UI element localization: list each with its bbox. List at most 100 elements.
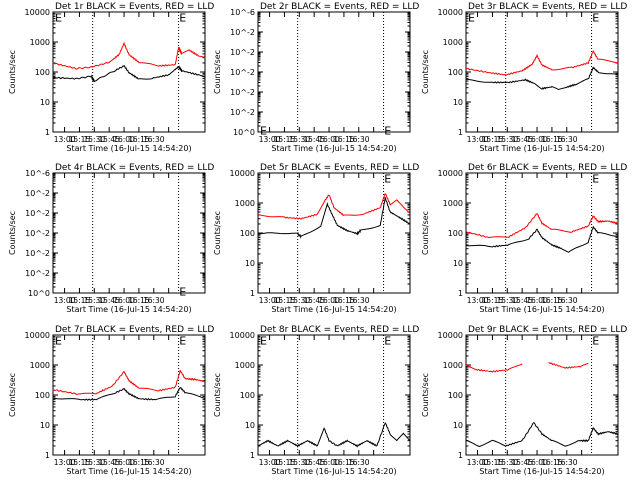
x-tick-label: 16:30: [143, 135, 165, 144]
plot-frame: [465, 334, 619, 456]
x-axis-label: Start Time (16-Jul-15 14:54:20): [271, 305, 396, 314]
series-line: [257, 421, 411, 448]
x-tick-label: 16:15: [541, 135, 563, 144]
x-tick-label: 13:00: [467, 458, 489, 467]
y-tick-label: 10^-2: [25, 209, 50, 218]
x-tick-label: 15:30: [83, 135, 105, 144]
y-tick-label: 10^-6: [230, 8, 255, 17]
y-tick-label: 1: [458, 289, 463, 298]
y-tick-label: 10^-6: [25, 169, 50, 178]
event-marker-label: E: [468, 12, 475, 25]
x-tick-label: 16:00: [526, 135, 548, 144]
x-axis-label: Start Time (16-Jul-15 14:54:20): [271, 144, 396, 153]
x-tick-label: 13:00: [259, 458, 281, 467]
event-marker-label: E: [55, 12, 62, 25]
y-axis-label: Counts/sec: [8, 373, 17, 417]
x-tick-label: 16:30: [348, 135, 370, 144]
x-tick-label: 15:45: [98, 296, 120, 305]
y-tick-label: 10000: [438, 169, 463, 178]
y-tick-label: 1: [250, 451, 255, 460]
chart-title: Det 7r BLACK = Events, RED = LLD: [55, 325, 214, 335]
x-tick-label: 16:00: [113, 135, 135, 144]
y-tick-label: 10: [453, 421, 463, 430]
chart-panel: Det 5r BLACK = Events, RED = LLD 1 10 100 10…: [213, 163, 419, 314]
x-tick-label: 15:15: [482, 296, 504, 305]
chart-panel: Det 8r BLACK = Events, RED = LLD 1 10 100 10…: [213, 325, 419, 476]
x-tick-label: 15:45: [303, 296, 325, 305]
series-line: [52, 386, 206, 401]
x-tick-label: 15:45: [98, 458, 120, 467]
x-tick-label: 15:45: [303, 135, 325, 144]
plot-frame: [52, 334, 206, 456]
chart-title: Det 2r BLACK = Events, RED = LLD: [260, 2, 419, 12]
x-tick-label: 13:00: [259, 296, 281, 305]
y-axis-label: Counts/sec: [213, 50, 222, 94]
event-marker-label: E: [384, 173, 391, 186]
chart-title: Det 4r BLACK = Events, RED = LLD: [55, 163, 214, 173]
x-axis-label: Start Time (16-Jul-15 14:54:20): [66, 305, 191, 314]
y-tick-label: 10000: [438, 331, 463, 340]
x-tick-label: 15:30: [496, 458, 518, 467]
y-axis-label: Counts/sec: [8, 211, 17, 255]
x-tick-label: 15:30: [496, 135, 518, 144]
y-tick-label: 10^0: [233, 128, 255, 137]
y-tick-label: 10000: [438, 8, 463, 17]
x-axis-label: Start Time (16-Jul-15 14:54:20): [66, 467, 191, 476]
event-marker-label: E: [592, 12, 599, 25]
x-tick-label: 15:30: [83, 458, 105, 467]
chart-panel: Det 6r BLACK = Events, RED = LLD 1 10 100 10…: [421, 163, 627, 314]
y-tick-label: 100: [35, 391, 50, 400]
y-tick-label: 10^-2: [230, 68, 255, 77]
x-tick-label: 16:30: [556, 296, 578, 305]
y-axis-label: Counts/sec: [421, 211, 430, 255]
series-line: [465, 363, 523, 373]
x-tick-label: 16:15: [333, 135, 355, 144]
y-tick-label: 1000: [30, 38, 50, 47]
y-tick-label: 1: [250, 289, 255, 298]
x-tick-label: 15:45: [511, 458, 533, 467]
x-tick-label: 16:30: [143, 296, 165, 305]
x-tick-label: 16:30: [143, 458, 165, 467]
x-axis-label: Start Time (16-Jul-15 14:54:20): [479, 305, 604, 314]
x-tick-label: 16:00: [318, 135, 340, 144]
x-axis-label: Start Time (16-Jul-15 14:54:20): [66, 144, 191, 153]
x-axis-label: Start Time (16-Jul-15 14:54:20): [479, 467, 604, 476]
y-tick-label: 1000: [235, 199, 255, 208]
x-axis-label: Start Time (16-Jul-15 14:54:20): [479, 144, 604, 153]
y-tick-label: 1000: [30, 361, 50, 370]
x-tick-label: 15:30: [83, 296, 105, 305]
x-tick-label: 13:00: [259, 135, 281, 144]
y-tick-label: 10: [245, 259, 255, 268]
x-tick-label: 15:30: [288, 135, 310, 144]
y-axis-label: Counts/sec: [421, 373, 430, 417]
event-marker-label: E: [384, 124, 391, 137]
plot-frame: [465, 172, 619, 294]
chart-panel: Det 7r BLACK = Events, RED = LLD 1 10 100 10…: [8, 325, 214, 476]
chart-title: Det 8r BLACK = Events, RED = LLD: [260, 325, 419, 335]
y-tick-label: 10: [453, 259, 463, 268]
y-tick-label: 10^-2: [230, 88, 255, 97]
y-axis-label: Counts/sec: [8, 50, 17, 94]
x-tick-label: 13:00: [54, 458, 76, 467]
y-tick-label: 100: [240, 391, 255, 400]
x-tick-label: 13:00: [54, 296, 76, 305]
chart-title: Det 9r BLACK = Events, RED = LLD: [468, 325, 627, 335]
x-tick-label: 15:30: [288, 458, 310, 467]
series-line: [465, 213, 619, 239]
series-line: [465, 422, 619, 448]
y-tick-label: 10000: [230, 331, 255, 340]
x-tick-label: 16:30: [556, 458, 578, 467]
y-tick-label: 10^-2: [230, 28, 255, 37]
x-tick-label: 15:15: [274, 135, 296, 144]
x-tick-label: 15:15: [274, 458, 296, 467]
event-marker-label: E: [592, 173, 599, 186]
event-marker-label: E: [384, 335, 391, 348]
x-tick-label: 15:30: [496, 296, 518, 305]
series-line: [52, 65, 206, 83]
plot-frame: [257, 11, 411, 133]
x-tick-label: 16:30: [556, 135, 578, 144]
y-tick-label: 10^-2: [25, 189, 50, 198]
y-tick-label: 10000: [230, 169, 255, 178]
x-tick-label: 16:15: [128, 296, 150, 305]
